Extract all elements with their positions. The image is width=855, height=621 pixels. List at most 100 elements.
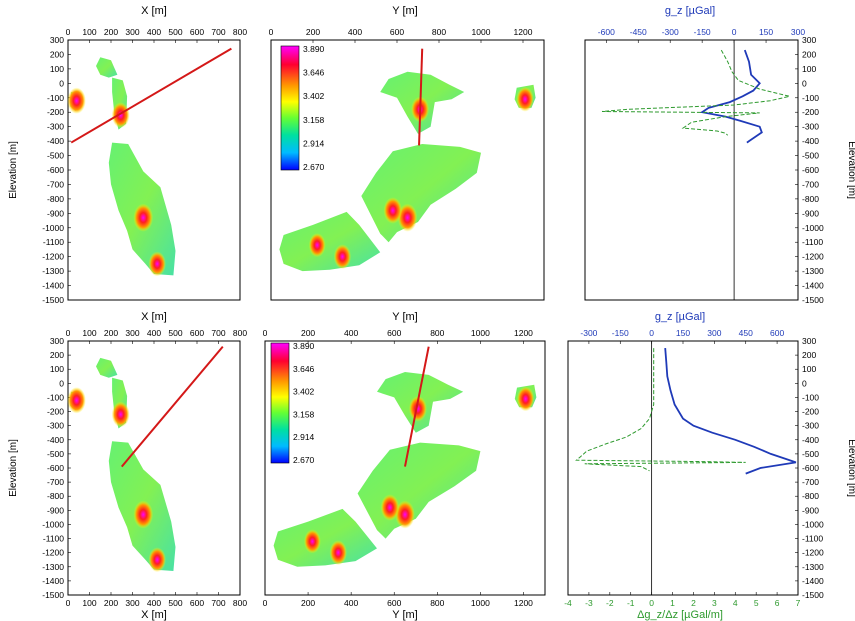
y-tick-label: -500 xyxy=(47,151,64,161)
x-tick-label: 5 xyxy=(754,598,759,608)
y-tick-label: -700 xyxy=(802,179,819,189)
y-tick-label: -1200 xyxy=(802,548,824,558)
y-tick-label: 0 xyxy=(59,78,64,88)
y-tick-label: -200 xyxy=(802,407,819,417)
y-tick-label: -1100 xyxy=(43,534,64,544)
x-tick-label: -4 xyxy=(564,598,572,608)
profile-plot xyxy=(601,40,790,300)
y-tick-label: -600 xyxy=(47,165,64,175)
y-tick-label: -300 xyxy=(47,122,64,132)
x-tick-label: 400 xyxy=(147,27,161,37)
borehole-trace xyxy=(120,346,224,468)
x-tick-label: 300 xyxy=(125,598,139,608)
y-tick-label: -800 xyxy=(802,194,819,204)
y-tick-labels: 0 200 400 600 800 1000 1200 xyxy=(269,27,533,43)
y-tick-label: -500 xyxy=(802,151,819,161)
x-tick-label: -3 xyxy=(585,598,593,608)
y-tick-label: -1100 xyxy=(802,237,823,247)
x-tick-label: 1000 xyxy=(471,598,490,608)
y-tick-label: 0 xyxy=(802,378,807,388)
y-tick-label: 300 xyxy=(50,35,64,45)
x-tick-label: 600 xyxy=(190,328,204,338)
y-tick-label: -900 xyxy=(47,208,64,218)
density-hotspot xyxy=(408,395,427,422)
y-tick-label: -1200 xyxy=(802,252,824,262)
x-tick-label: 100 xyxy=(82,27,96,37)
gradient-tick-labels: -4 -3 -2 -1 0 1 2 3 4 5 6 7 xyxy=(564,592,801,608)
y-tick-label: 0 xyxy=(59,378,64,388)
gradient-curve xyxy=(601,49,790,136)
x-tick-label: 200 xyxy=(301,328,315,338)
density-hotspot xyxy=(333,244,352,270)
x-tick-label: -450 xyxy=(630,27,647,37)
density-hotspot xyxy=(148,547,166,573)
gz-axis-title: g_z [µGal] xyxy=(655,311,705,323)
density-hotspot xyxy=(133,500,154,529)
x-tick-label: 100 xyxy=(82,328,96,338)
elevation-tick-labels: 300 200 100 0 -100 -200 -300 -400 -500 -600 -700 -8… xyxy=(42,336,71,600)
y-tick-label: -600 xyxy=(47,463,64,473)
y-tick-label: -800 xyxy=(47,194,64,204)
y-tick-label: -800 xyxy=(47,491,64,501)
y-tick-label: -200 xyxy=(802,107,819,117)
x-tick-label: 100 xyxy=(82,598,96,608)
density-colorbar: 3.890 3.646 3.402 3.158 2.914 2.670 xyxy=(270,341,315,465)
y-tick-label: -400 xyxy=(802,435,819,445)
x-tick-label: 600 xyxy=(770,328,784,338)
y-tick-label: -400 xyxy=(47,136,64,146)
x-tick-label: -150 xyxy=(694,27,711,37)
x-tick-label: 400 xyxy=(147,328,161,338)
x-tick-label: -2 xyxy=(606,598,614,608)
orebody xyxy=(279,211,381,272)
y-tick-label: 300 xyxy=(802,35,816,45)
x-tick-label: 300 xyxy=(707,328,721,338)
y-tick-label: 100 xyxy=(50,364,64,374)
x-tick-label: -600 xyxy=(598,27,615,37)
y-tick-label: -1000 xyxy=(802,519,824,529)
y-tick-label: 200 xyxy=(50,49,64,59)
y-tick-label: -1500 xyxy=(802,295,824,305)
y-tick-label: -300 xyxy=(802,421,819,431)
plot-frame xyxy=(270,39,545,301)
density-hotspot xyxy=(303,529,321,554)
y-tick-label: -1300 xyxy=(42,266,64,276)
x-tick-label: 0 xyxy=(263,598,268,608)
density-hotspot xyxy=(516,86,534,112)
gradient-curve xyxy=(575,348,746,472)
x-tick-label: 1 xyxy=(670,598,675,608)
x-tick-label: 200 xyxy=(104,27,118,37)
panel-top-right: g_z [µGal] -600 -450 -300 -150 0 150 300 30020… xyxy=(584,5,855,305)
section-plot xyxy=(67,47,232,277)
profile-plot xyxy=(575,341,797,595)
plot-frame xyxy=(584,39,799,301)
y-axis-title-bottom: Y [m] xyxy=(392,609,417,621)
x-tick-label: 800 xyxy=(430,328,444,338)
orebody xyxy=(361,144,481,243)
x-tick-label: 300 xyxy=(791,27,805,37)
density-hotspot xyxy=(329,540,347,566)
y-tick-label: -1300 xyxy=(802,266,824,276)
x-tick-label: 1200 xyxy=(514,27,533,37)
x-tick-label: 800 xyxy=(432,27,446,37)
elevation-axis-title: Elevation [m] xyxy=(8,141,19,199)
colorbar-label: 2.914 xyxy=(303,138,325,148)
x-tick-label: 300 xyxy=(125,328,139,338)
y-axis-title: Y [m] xyxy=(392,5,417,17)
x-tick-label: 600 xyxy=(190,598,204,608)
x-tick-label: 500 xyxy=(168,328,182,338)
y-tick-label: -1200 xyxy=(42,548,64,558)
density-hotspot xyxy=(383,197,403,224)
section-plot xyxy=(273,346,537,567)
density-hotspot xyxy=(397,203,418,232)
y-tick-label: -1400 xyxy=(42,576,64,586)
panel-bottom-left: X [m] X [m] 0 100 200 300 400 500 600 700 800 0 1… xyxy=(8,311,247,621)
section-plot xyxy=(67,346,224,573)
y-tick-label: -1100 xyxy=(43,237,64,247)
gz-tick-labels: -300 -150 0 150 300 450 600 xyxy=(580,328,784,344)
y-tick-label: -200 xyxy=(47,107,64,117)
orebody xyxy=(357,442,481,539)
y-tick-label: 100 xyxy=(802,364,816,374)
x-tick-label: 800 xyxy=(233,27,247,37)
y-tick-label: -1500 xyxy=(802,590,824,600)
